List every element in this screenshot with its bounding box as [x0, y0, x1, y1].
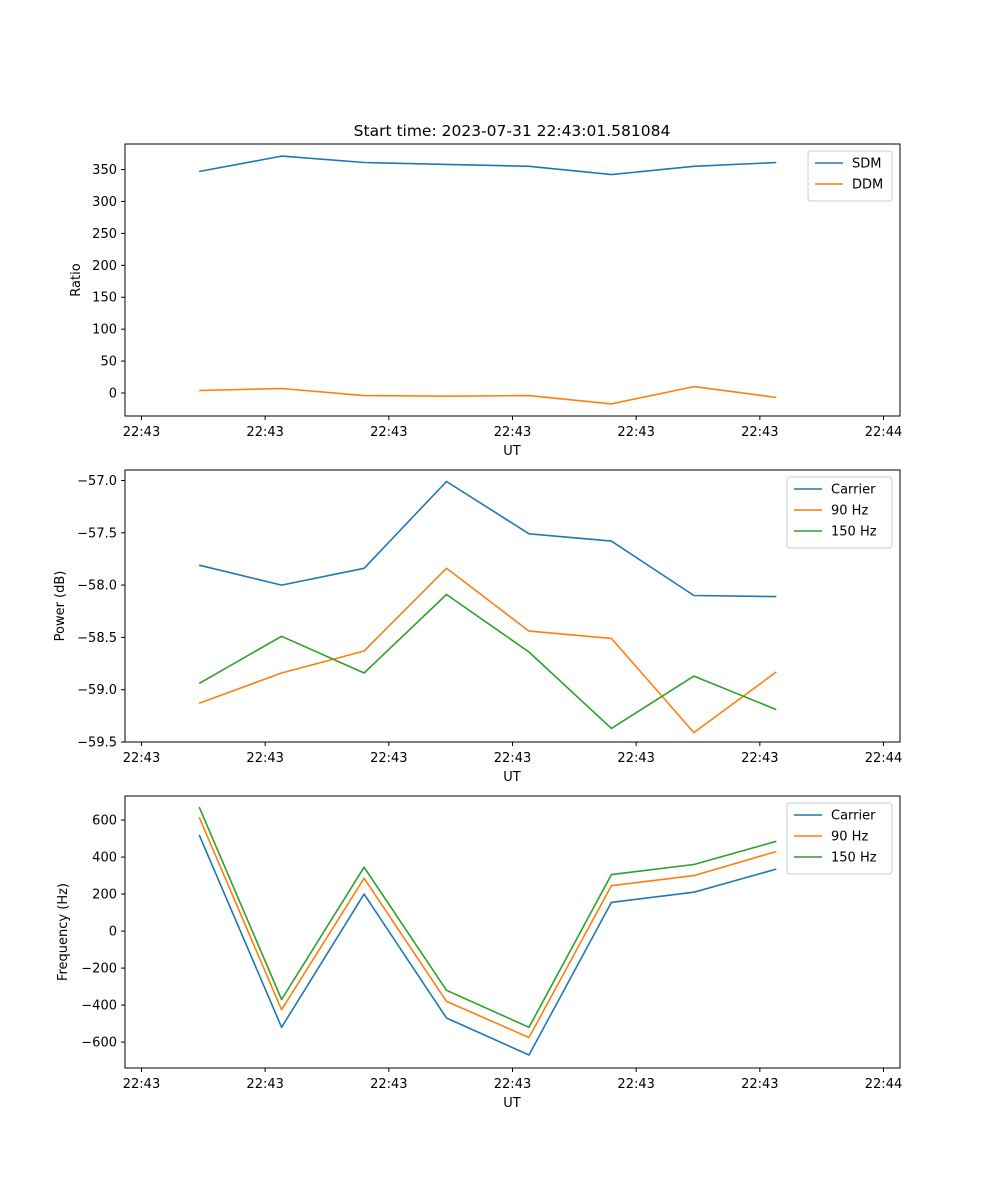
power-series-line-90-hz: [198, 567, 777, 734]
ratio-x-tick-label: 22:43: [370, 425, 407, 440]
power-y-tick-label: −57.0: [77, 474, 117, 489]
power-y-tick-label: −59.0: [77, 683, 117, 698]
ratio-axes-frame: [124, 143, 901, 417]
power-x-tick-label: 22:44: [865, 751, 902, 766]
frequency-series-line-150-hz: [198, 806, 777, 1029]
power-x-tick-label: 22:43: [246, 751, 283, 766]
ratio-legend-label: SDM: [852, 157, 881, 172]
power-panel: 22:43 22:43 22:43 22:43 22:43 22:43 22:44 −59.5…: [53, 469, 902, 785]
ratio-series-line-sdm: [199, 155, 777, 176]
ratio-x-tick-label: 22:43: [246, 425, 283, 440]
frequency-legend-label: Carrier: [831, 809, 876, 824]
frequency-y-axis-label: Frequency (Hz): [56, 883, 71, 981]
frequency-legend-label: 90 Hz: [831, 830, 868, 845]
frequency-y-tick-label: 600: [92, 814, 117, 829]
power-legend-label: 150 Hz: [831, 525, 877, 540]
power-series-line-150-hz: [198, 593, 777, 730]
frequency-x-tick-label: 22:43: [123, 1077, 160, 1092]
ratio-series-line-ddm: [199, 385, 777, 405]
power-plot-area: 22:43 22:43 22:43 22:43 22:43 22:43 22:44 −59.5…: [77, 474, 902, 766]
frequency-x-tick-label: 22:43: [741, 1077, 778, 1092]
power-legend-label: 90 Hz: [831, 504, 868, 519]
ratio-y-tick-label: 100: [92, 323, 117, 338]
chart-title: Start time: 2023-07-31 22:43:01.581084: [354, 122, 671, 140]
frequency-plot-area: 22:43 22:43 22:43 22:43 22:43 22:43 22:44 −600 −…: [81, 806, 902, 1092]
power-y-tick-label: −58.5: [77, 631, 117, 646]
ratio-y-tick-label: 350: [92, 163, 117, 178]
frequency-x-tick-label: 22:43: [246, 1077, 283, 1092]
ratio-y-tick-label: 200: [92, 259, 117, 274]
frequency-legend: Carrier 90 Hz 150 Hz: [786, 802, 893, 875]
frequency-y-tick-label: 0: [109, 925, 117, 940]
ratio-y-tick-label: 50: [100, 355, 117, 370]
power-x-tick-label: 22:43: [494, 751, 531, 766]
power-x-tick-label: 22:43: [370, 751, 407, 766]
ratio-x-tick-label: 22:43: [123, 425, 160, 440]
ratio-plot-area: 22:43 22:43 22:43 22:43 22:43 22:43 22:44 0 50 10…: [92, 155, 902, 440]
frequency-x-tick-label: 22:44: [865, 1077, 902, 1092]
frequency-y-tick-label: −400: [81, 999, 117, 1014]
power-series-line-carrier: [199, 480, 777, 598]
ratio-x-tick-label: 22:43: [617, 425, 654, 440]
power-legend-label: Carrier: [831, 483, 876, 498]
ratio-y-tick-label: 0: [109, 387, 117, 402]
ratio-y-axis-label: Ratio: [69, 263, 84, 296]
frequency-panel: 22:43 22:43 22:43 22:43 22:43 22:43 22:44 −600 −…: [56, 795, 902, 1111]
power-x-tick-label: 22:43: [741, 751, 778, 766]
ratio-y-tick-label: 150: [92, 291, 117, 306]
frequency-axes-frame: [124, 795, 901, 1069]
frequency-series-line-90-hz: [198, 816, 777, 1039]
frequency-x-tick-label: 22:43: [494, 1077, 531, 1092]
frequency-y-tick-label: 200: [92, 888, 117, 903]
frequency-y-tick-label: −200: [81, 962, 117, 977]
ratio-y-tick-label: 300: [92, 195, 117, 210]
ratio-legend-label: DDM: [852, 178, 883, 193]
power-y-tick-label: −57.5: [77, 526, 117, 541]
power-axes-frame: [124, 469, 901, 743]
ratio-panel: Start time: 2023-07-31 22:43:01.581084 2…: [69, 122, 902, 459]
frequency-x-axis-label: UT: [503, 1096, 521, 1111]
power-y-tick-label: −58.0: [77, 579, 117, 594]
power-y-axis-label: Power (dB): [53, 571, 68, 642]
frequency-x-tick-label: 22:43: [370, 1077, 407, 1092]
ratio-x-tick-label: 22:44: [865, 425, 902, 440]
frequency-series-line-carrier: [198, 834, 777, 1056]
power-x-tick-label: 22:43: [617, 751, 654, 766]
ratio-x-axis-label: UT: [503, 444, 521, 459]
frequency-y-tick-label: −600: [81, 1036, 117, 1051]
ratio-y-tick-label: 250: [92, 227, 117, 242]
ratio-x-tick-label: 22:43: [741, 425, 778, 440]
frequency-y-tick-label: 400: [92, 851, 117, 866]
power-x-tick-label: 22:43: [123, 751, 160, 766]
frequency-x-tick-label: 22:43: [617, 1077, 654, 1092]
frequency-legend-label: 150 Hz: [831, 851, 877, 866]
power-y-tick-label: −59.5: [77, 736, 117, 751]
ratio-x-tick-label: 22:43: [494, 425, 531, 440]
power-x-axis-label: UT: [503, 770, 521, 785]
power-legend: Carrier 90 Hz 150 Hz: [786, 476, 893, 549]
ratio-legend: SDM DDM: [807, 150, 893, 202]
